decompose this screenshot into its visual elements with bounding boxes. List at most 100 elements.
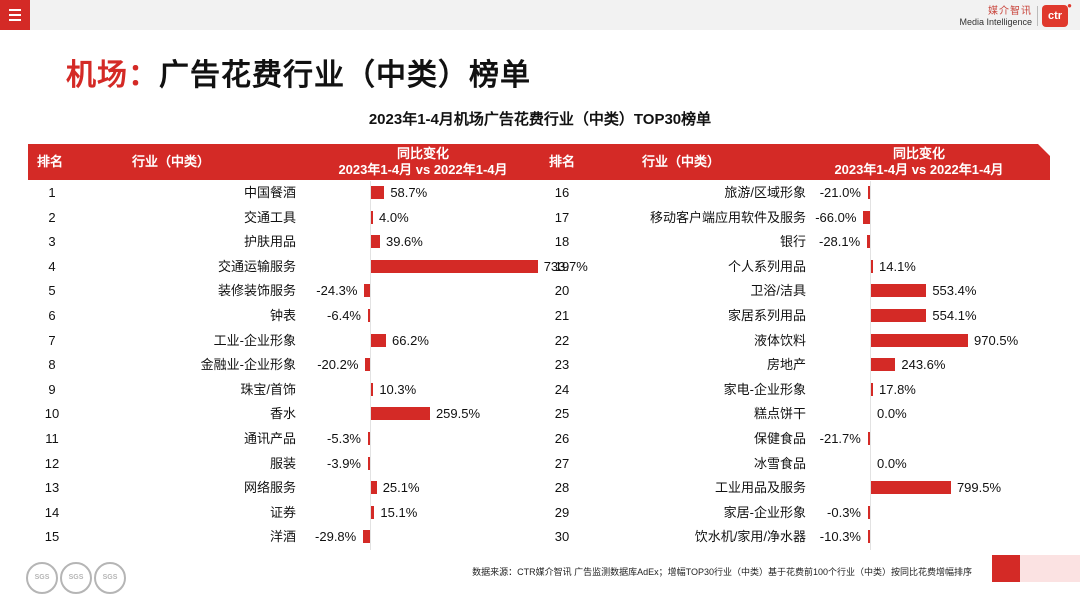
rank-number: 22 — [554, 332, 570, 348]
change-label: 25.1% — [382, 480, 420, 496]
table-header: 排名 行业（中类） 同比变化 2023年1-4月 vs 2022年1-4月 排名… — [28, 144, 1050, 180]
table-row: 5 装修装饰服务 -24.3% — [0, 279, 1080, 303]
logo-dot-icon: ● — [1067, 1, 1072, 10]
header-industry-right: 行业（中类） — [642, 154, 721, 169]
change-label: -3.9% — [327, 455, 361, 471]
rank-number: 21 — [554, 308, 570, 323]
industry-name: 交通运输服务 — [217, 258, 296, 274]
change-bar — [365, 358, 370, 372]
change-label: 0.0% — [877, 406, 907, 422]
sgs-badge-icon: SGS — [60, 562, 92, 594]
industry-name: 家电-企业形象 — [723, 381, 806, 397]
industry-name: 工业-企业形象 — [213, 332, 296, 348]
rank-number: 15 — [44, 529, 60, 545]
logo-chinese-name: 媒介智讯 — [988, 6, 1032, 17]
change-label: -66.0% — [815, 209, 857, 225]
industry-name: 家居系列用品 — [727, 308, 806, 323]
header-rank-right: 排名 — [548, 154, 575, 169]
table-row: 3 护肤用品 39.6% — [0, 230, 1080, 254]
industry-name: 冰雪食品 — [753, 455, 806, 471]
rank-number: 2 — [48, 209, 56, 225]
table-row: 11 通讯产品 -5.3% — [0, 427, 1080, 451]
footer-pink-block — [1020, 555, 1080, 582]
table-row: 27 冰雪食品 0.0% — [0, 452, 1080, 476]
rank-number: 5 — [48, 283, 56, 299]
table-row: 2 交通工具 4.0% — [0, 206, 1080, 230]
change-label: 553.4% — [932, 283, 977, 299]
ctr-logo-icon: ctr — [1042, 5, 1068, 27]
rank-number: 10 — [44, 406, 60, 422]
header-change-right-line2: 2023年1-4月 vs 2022年1-4月 — [834, 162, 1004, 177]
industry-name: 旅游/区域形象 — [724, 185, 806, 200]
table-row: 4 交通运输服务 733.7% — [0, 255, 1080, 279]
table-row: 10 香水 259.5% — [0, 402, 1080, 426]
industry-name: 香水 — [269, 406, 296, 422]
table-row: 13 网络服务 25.1% — [0, 476, 1080, 500]
change-label: -21.0% — [819, 185, 861, 200]
change-bar — [868, 505, 870, 519]
change-bar — [867, 432, 870, 445]
page-title: 机场：广告花费行业（中类）榜单 — [66, 50, 531, 94]
change-bar — [868, 530, 870, 544]
industry-name: 银行 — [779, 234, 806, 250]
change-label: 15.1% — [380, 504, 418, 520]
table-row: 25 糕点饼干 0.0% — [0, 402, 1080, 426]
bar-axis-line — [870, 181, 871, 550]
top-bar: 媒介智讯 Media Intelligence ctr ● — [0, 0, 1080, 30]
industry-name: 工业用品及服务 — [714, 480, 806, 496]
change-bar — [871, 284, 927, 298]
rank-number: 7 — [48, 332, 56, 348]
change-bar — [368, 432, 370, 445]
industry-name: 交通工具 — [243, 209, 296, 225]
change-label: -10.3% — [819, 529, 861, 545]
table-row: 7 工业-企业形象 66.2% — [0, 329, 1080, 353]
table-row: 18 银行 -28.1% — [0, 230, 1080, 254]
change-label: 243.6% — [901, 357, 946, 373]
table-row: 19 个人系列用品 14.1% — [0, 255, 1080, 279]
rank-number: 25 — [554, 406, 570, 422]
change-label: 66.2% — [392, 332, 429, 348]
change-label: -21.7% — [819, 431, 861, 446]
change-bar — [371, 235, 380, 249]
logo-divider — [1037, 6, 1038, 26]
industry-name: 珠宝/首饰 — [240, 381, 296, 397]
rank-number: 1 — [48, 185, 56, 200]
rank-number: 27 — [554, 455, 570, 471]
footer-accent-block — [992, 555, 1020, 582]
table-row: 15 洋酒 -29.8% — [0, 525, 1080, 549]
industry-name: 钟表 — [269, 308, 296, 323]
table-row: 22 液体饮料 970.5% — [0, 329, 1080, 353]
table-row: 29 家居-企业形象 -0.3% — [0, 501, 1080, 525]
header-industry-left: 行业（中类） — [132, 154, 211, 169]
table-row: 14 证券 15.1% — [0, 501, 1080, 525]
change-label: -29.8% — [315, 529, 357, 545]
table-row: 23 房地产 243.6% — [0, 353, 1080, 377]
industry-name: 移动客户端应用软件及服务 — [649, 209, 806, 225]
change-label: 733.7% — [543, 258, 588, 274]
rank-number: 16 — [554, 185, 570, 200]
change-label: 799.5% — [956, 480, 1002, 496]
industry-name: 洋酒 — [269, 529, 296, 545]
page-title-main: 广告花费行业（中类）榜单 — [159, 59, 531, 92]
rank-number: 18 — [554, 234, 570, 250]
rank-number: 30 — [554, 529, 570, 545]
table-row: 1 中国餐酒 58.7% — [0, 181, 1080, 205]
change-label: 10.3% — [379, 381, 417, 397]
table-row: 26 保健食品 -21.7% — [0, 427, 1080, 451]
hamburger-menu-icon[interactable] — [0, 0, 30, 30]
change-bar — [371, 210, 373, 224]
table-row: 12 服装 -3.9% — [0, 452, 1080, 476]
industry-name: 卫浴/洁具 — [750, 283, 806, 299]
change-label: 259.5% — [435, 406, 481, 422]
change-bar — [371, 382, 374, 396]
rank-number: 8 — [48, 357, 56, 373]
industry-name: 糕点饼干 — [753, 406, 806, 422]
change-bar — [371, 407, 430, 421]
change-label: -5.3% — [327, 431, 361, 446]
change-label: 0.0% — [877, 455, 907, 471]
rank-number: 24 — [554, 381, 570, 397]
change-bar — [371, 505, 375, 519]
change-bar — [371, 481, 377, 495]
change-bar — [364, 284, 370, 298]
change-label: 4.0% — [379, 209, 409, 225]
